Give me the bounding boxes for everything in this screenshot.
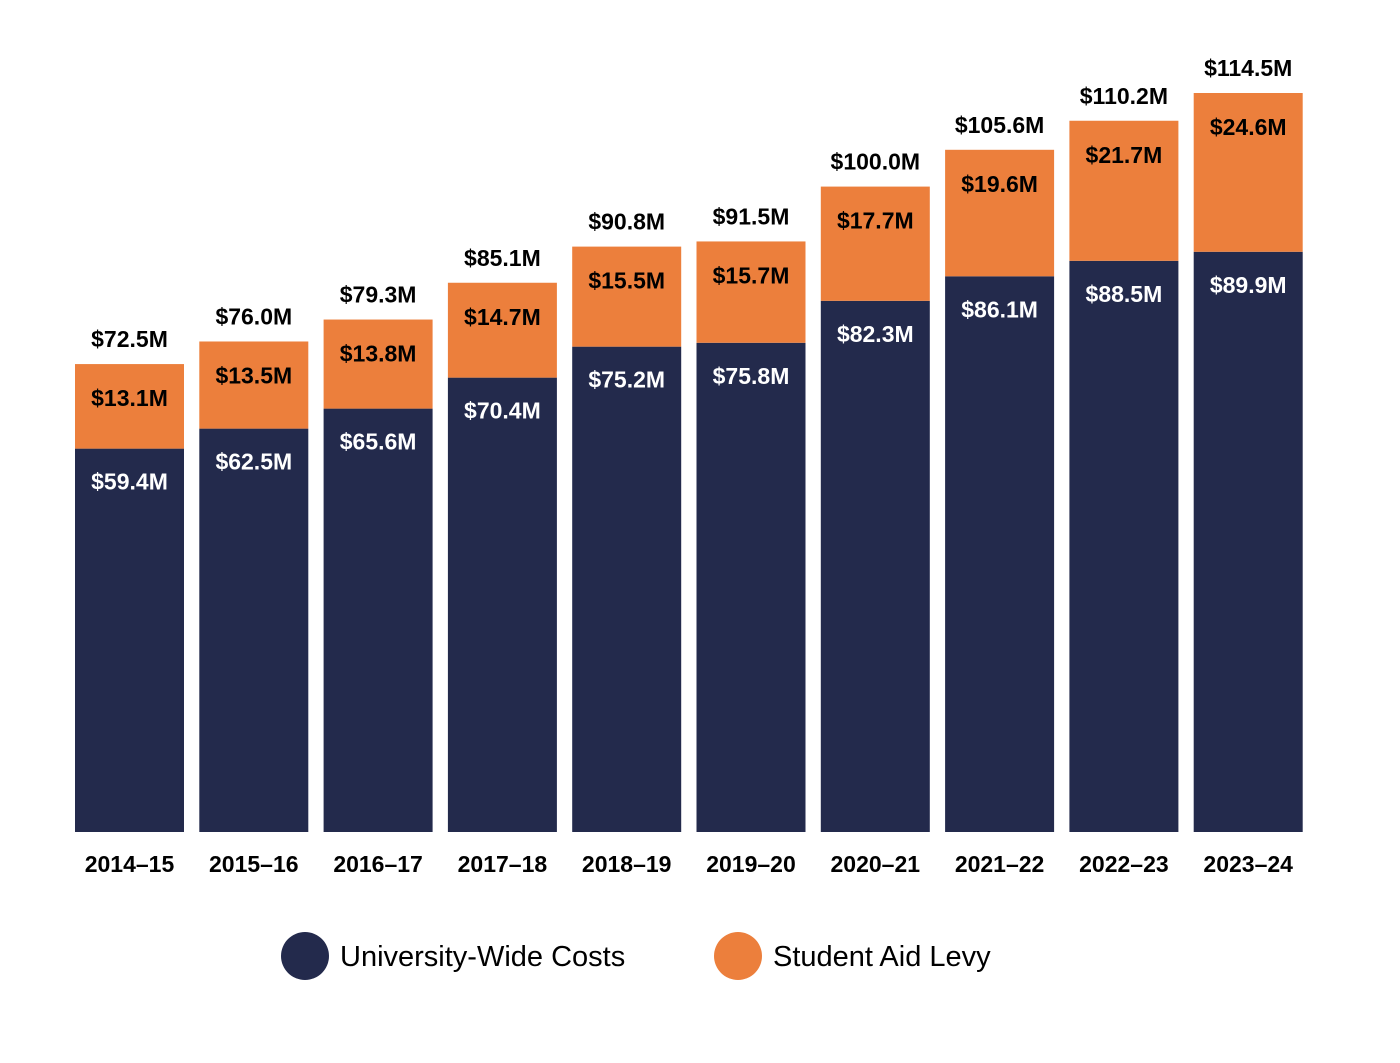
bar-student-aid-levy-2023–24: [1193, 93, 1303, 252]
data-label-university-wide-costs: $86.1M: [961, 296, 1038, 322]
bar-student-aid-levy-2022–23: [1069, 120, 1179, 261]
data-label-student-aid-levy: $17.7M: [837, 208, 914, 234]
data-label-student-aid-levy: $15.7M: [713, 262, 790, 288]
data-label-university-wide-costs: $75.8M: [713, 363, 790, 389]
bar-university-wide-costs-2014–15: [75, 448, 184, 832]
bars-group: [75, 93, 1303, 833]
bar-student-aid-levy-2014–15: [75, 364, 184, 449]
data-label-university-wide-costs: $62.5M: [215, 449, 292, 475]
x-tick-label: 2019–20: [706, 851, 796, 877]
bar-student-aid-levy-2016–17: [323, 319, 433, 409]
total-label: $91.5M: [713, 203, 790, 229]
legend-label-university-wide-costs: University-Wide Costs: [340, 941, 625, 973]
data-label-student-aid-levy: $13.8M: [340, 341, 417, 367]
data-label-student-aid-levy: $19.6M: [961, 171, 1038, 197]
x-tick-label: 2015–16: [209, 851, 299, 877]
data-label-student-aid-levy: $24.6M: [1210, 114, 1287, 140]
bar-university-wide-costs-2015–16: [199, 428, 309, 832]
total-label: $85.1M: [464, 245, 541, 271]
data-label-university-wide-costs: $65.6M: [340, 429, 417, 455]
data-label-student-aid-levy: $15.5M: [588, 268, 665, 294]
data-label-university-wide-costs: $70.4M: [464, 398, 541, 424]
bar-university-wide-costs-2020–21: [820, 300, 930, 832]
total-label: $76.0M: [215, 303, 292, 329]
bar-student-aid-levy-2020–21: [820, 186, 930, 301]
data-label-university-wide-costs: $82.3M: [837, 321, 914, 347]
bar-university-wide-costs-2016–17: [323, 408, 433, 832]
bar-university-wide-costs-2019–20: [696, 342, 806, 832]
legend-swatch-student-aid-levy: [714, 932, 762, 980]
data-label-student-aid-levy: $21.7M: [1086, 142, 1163, 168]
bar-student-aid-levy-2017–18: [447, 282, 557, 378]
bar-student-aid-levy-2021–22: [945, 149, 1055, 277]
x-tick-label: 2018–19: [582, 851, 672, 877]
x-tick-label: 2020–21: [831, 851, 921, 877]
data-label-student-aid-levy: $13.1M: [91, 385, 168, 411]
total-label: $105.6M: [955, 112, 1045, 138]
x-tick-label: 2021–22: [955, 851, 1045, 877]
data-label-university-wide-costs: $89.9M: [1210, 272, 1287, 298]
x-tick-label: 2014–15: [85, 851, 175, 877]
bar-university-wide-costs-2021–22: [945, 276, 1055, 832]
bar-university-wide-costs-2022–23: [1069, 260, 1179, 832]
bar-student-aid-levy-2015–16: [199, 341, 309, 429]
labels-group: $59.4M $13.1M $72.5M 2014–15 $62.5M $13.5M $76…: [85, 55, 1293, 877]
bar-university-wide-costs-2017–18: [447, 377, 557, 832]
legend-label-student-aid-levy: Student Aid Levy: [773, 941, 991, 973]
x-tick-label: 2017–18: [458, 851, 548, 877]
total-label: $100.0M: [831, 149, 921, 175]
total-label: $72.5M: [91, 326, 168, 352]
x-tick-label: 2022–23: [1079, 851, 1169, 877]
data-label-university-wide-costs: $59.4M: [91, 469, 168, 495]
total-label: $114.5M: [1204, 55, 1292, 81]
total-label: $110.2M: [1080, 83, 1168, 109]
bar-student-aid-levy-2018–19: [572, 246, 682, 347]
bar-student-aid-levy-2019–20: [696, 241, 806, 343]
bar-university-wide-costs-2018–19: [572, 346, 682, 832]
x-tick-label: 2016–17: [333, 851, 423, 877]
data-label-student-aid-levy: $14.7M: [464, 304, 541, 330]
legend: University-Wide Costs Student Aid Levy: [281, 932, 991, 980]
x-tick-label: 2023–24: [1203, 851, 1293, 877]
bar-university-wide-costs-2023–24: [1193, 251, 1303, 833]
total-label: $79.3M: [340, 282, 417, 308]
legend-swatch-university-wide-costs: [281, 932, 329, 980]
data-label-student-aid-levy: $13.5M: [215, 362, 292, 388]
total-label: $90.8M: [588, 209, 665, 235]
data-label-university-wide-costs: $88.5M: [1086, 281, 1163, 307]
data-label-university-wide-costs: $75.2M: [588, 367, 665, 393]
